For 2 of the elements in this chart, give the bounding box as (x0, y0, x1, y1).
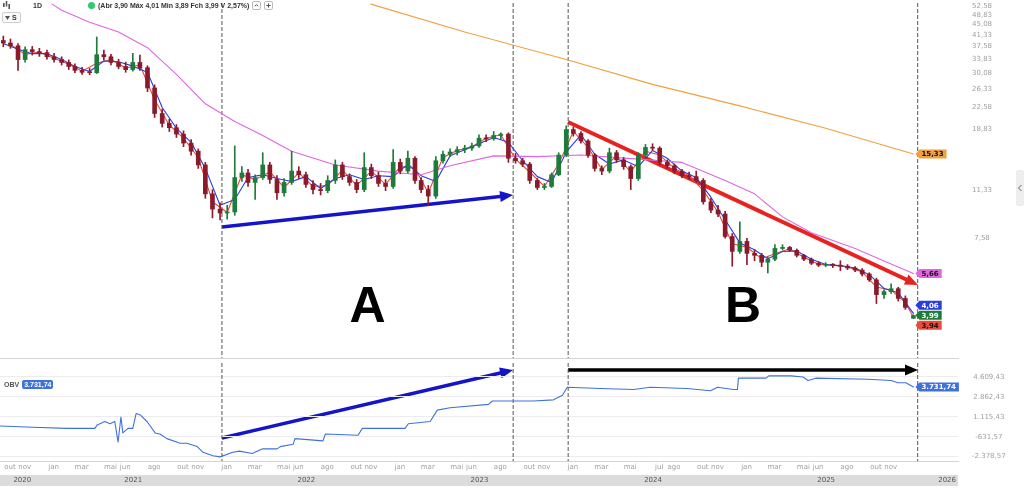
annotation: B (724, 277, 761, 334)
annotation: A (349, 277, 386, 334)
